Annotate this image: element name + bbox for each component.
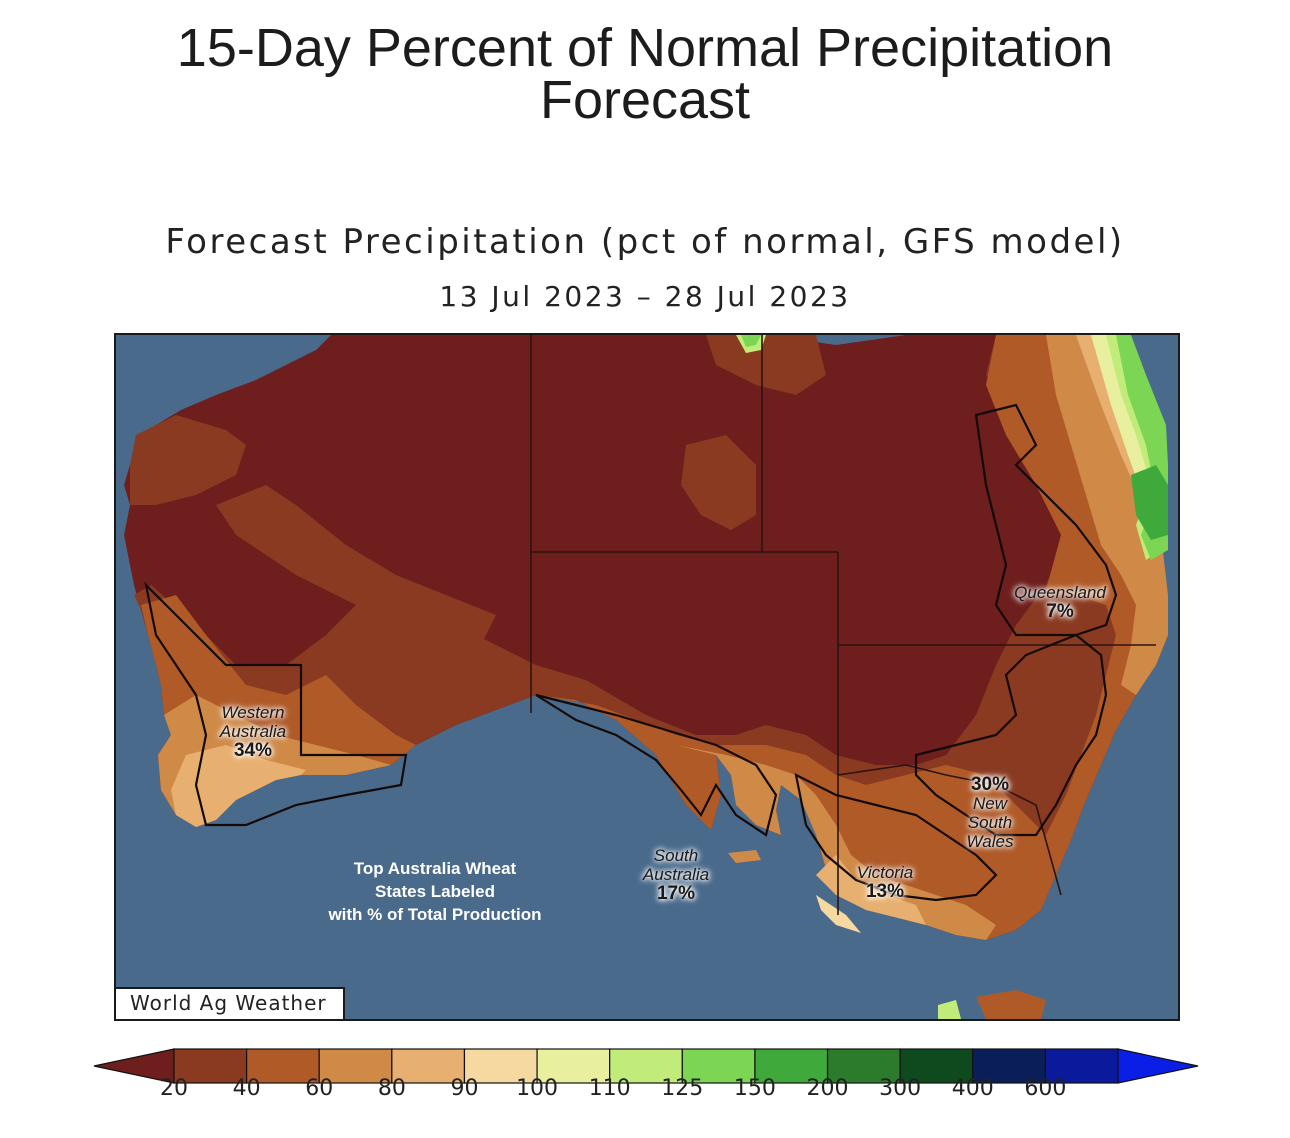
legend-colorbar — [93, 1048, 1199, 1084]
legend-swatch — [1044, 1048, 1119, 1084]
zone-20-40-inland-band — [216, 485, 496, 655]
legend-swatch — [173, 1048, 248, 1084]
label-queensland: Queensland 7% — [1000, 583, 1120, 621]
legend-swatch — [899, 1048, 974, 1084]
world-ag-weather-credit: World Ag Weather — [116, 987, 345, 1019]
label-south-australia: South Australia 17% — [626, 846, 726, 903]
legend-swatch — [463, 1048, 538, 1084]
zone-80-90-victoria — [816, 855, 926, 925]
map-title: Forecast Precipitation (pct of normal, G… — [165, 222, 1125, 262]
wheat-belt-outlines — [144, 403, 1118, 902]
legend-tick-label: 110 — [588, 1076, 631, 1101]
zone-40-60-east — [986, 335, 1168, 875]
label-victoria: Victoria 13% — [840, 863, 930, 901]
note-line-2: States Labeled — [375, 882, 495, 901]
victoria-name: Victoria — [856, 863, 914, 882]
legend-swatch — [826, 1048, 901, 1084]
page-title-line-2: Forecast — [539, 70, 751, 130]
zone-20-40-nt-patch — [681, 435, 756, 530]
zone-60-80-east-coast — [1046, 335, 1168, 695]
wheat-states-note: Top Australia Wheat States Labeled with … — [300, 857, 570, 926]
legend-swatch — [536, 1048, 611, 1084]
legend-tick-label: 20 — [160, 1076, 188, 1101]
wa-wheat-outline — [144, 581, 408, 827]
vic-wheat-outline — [794, 773, 998, 902]
south-australia-name-1: South — [653, 846, 699, 865]
zone-20-40-west-coast — [130, 415, 246, 505]
nsw-vic-border — [837, 764, 1062, 896]
south-australia-percent: 17% — [656, 883, 696, 904]
page-title-line-1: 15-Day Percent of Normal Precipitation — [176, 18, 1114, 78]
nsw-wheat-outline — [914, 633, 1108, 837]
zone-80-90 — [171, 745, 306, 827]
legend-tick-label: 150 — [733, 1076, 776, 1101]
new-south-wales-name-3: Wales — [966, 832, 1014, 851]
queensland-percent: 7% — [1046, 601, 1074, 622]
new-south-wales-percent: 30% — [970, 774, 1010, 795]
queensland-name: Queensland — [1014, 583, 1106, 602]
western-australia-name-2: Australia — [219, 722, 287, 741]
state-borders — [530, 335, 1156, 915]
tasmania — [976, 990, 1046, 1019]
tasmania-wet — [938, 1000, 961, 1019]
western-australia-percent: 34% — [233, 740, 273, 761]
kangaroo-island — [728, 850, 761, 863]
legend-tick-label: 40 — [232, 1076, 261, 1101]
label-new-south-wales: 30% New South Wales — [950, 775, 1030, 851]
color-legend: 20 40 60 80 90 100 110 125 150 200 300 400 600 — [90, 1046, 1202, 1126]
new-south-wales-name-1: New — [972, 794, 1007, 813]
precipitation-map: Western Australia 34% South Australia 17… — [114, 333, 1180, 1021]
legend-tick-label: 400 — [951, 1076, 994, 1101]
map-date-range: 13 Jul 2023 – 28 Jul 2023 — [439, 280, 851, 313]
note-line-3: with % of Total Production — [328, 905, 542, 924]
legend-tick-label: 100 — [516, 1076, 559, 1101]
legend-swatch — [609, 1048, 683, 1084]
western-australia-name-1: Western — [221, 703, 285, 722]
page-title: 15-Day Percent of Normal Precipitation F… — [0, 18, 1290, 130]
zone-150-200 — [1131, 465, 1168, 540]
note-line-1: Top Australia Wheat — [353, 859, 517, 878]
legend-tick-label: 125 — [661, 1076, 704, 1101]
sa-wheat-outline — [535, 693, 778, 837]
legend-arrow-high — [1117, 1048, 1199, 1084]
zone-60-80-sa — [676, 745, 996, 940]
legend-tick-label: 90 — [450, 1076, 479, 1101]
zone-20-40-north — [706, 335, 826, 395]
zone-125-150-north-tip — [741, 335, 761, 347]
qld-wheat-outline — [974, 403, 1118, 637]
zone-40-60-south-coast — [536, 695, 1056, 940]
legend-swatch — [972, 1048, 1046, 1084]
legend-tick-label: 80 — [377, 1076, 406, 1101]
legend-tick-label: 300 — [879, 1076, 922, 1101]
australia-map-graphic — [116, 335, 1178, 1019]
legend-tick-label: 600 — [1024, 1076, 1067, 1101]
legend-swatch — [246, 1048, 320, 1084]
new-south-wales-name-2: South — [967, 813, 1013, 832]
south-australia-name-2: Australia — [642, 865, 710, 884]
legend-swatch — [391, 1048, 466, 1084]
victoria-percent: 13% — [865, 881, 905, 902]
label-western-australia: Western Australia 34% — [198, 703, 308, 760]
legend-tick-label: 200 — [806, 1076, 849, 1101]
legend-tick-label: 60 — [305, 1076, 334, 1101]
